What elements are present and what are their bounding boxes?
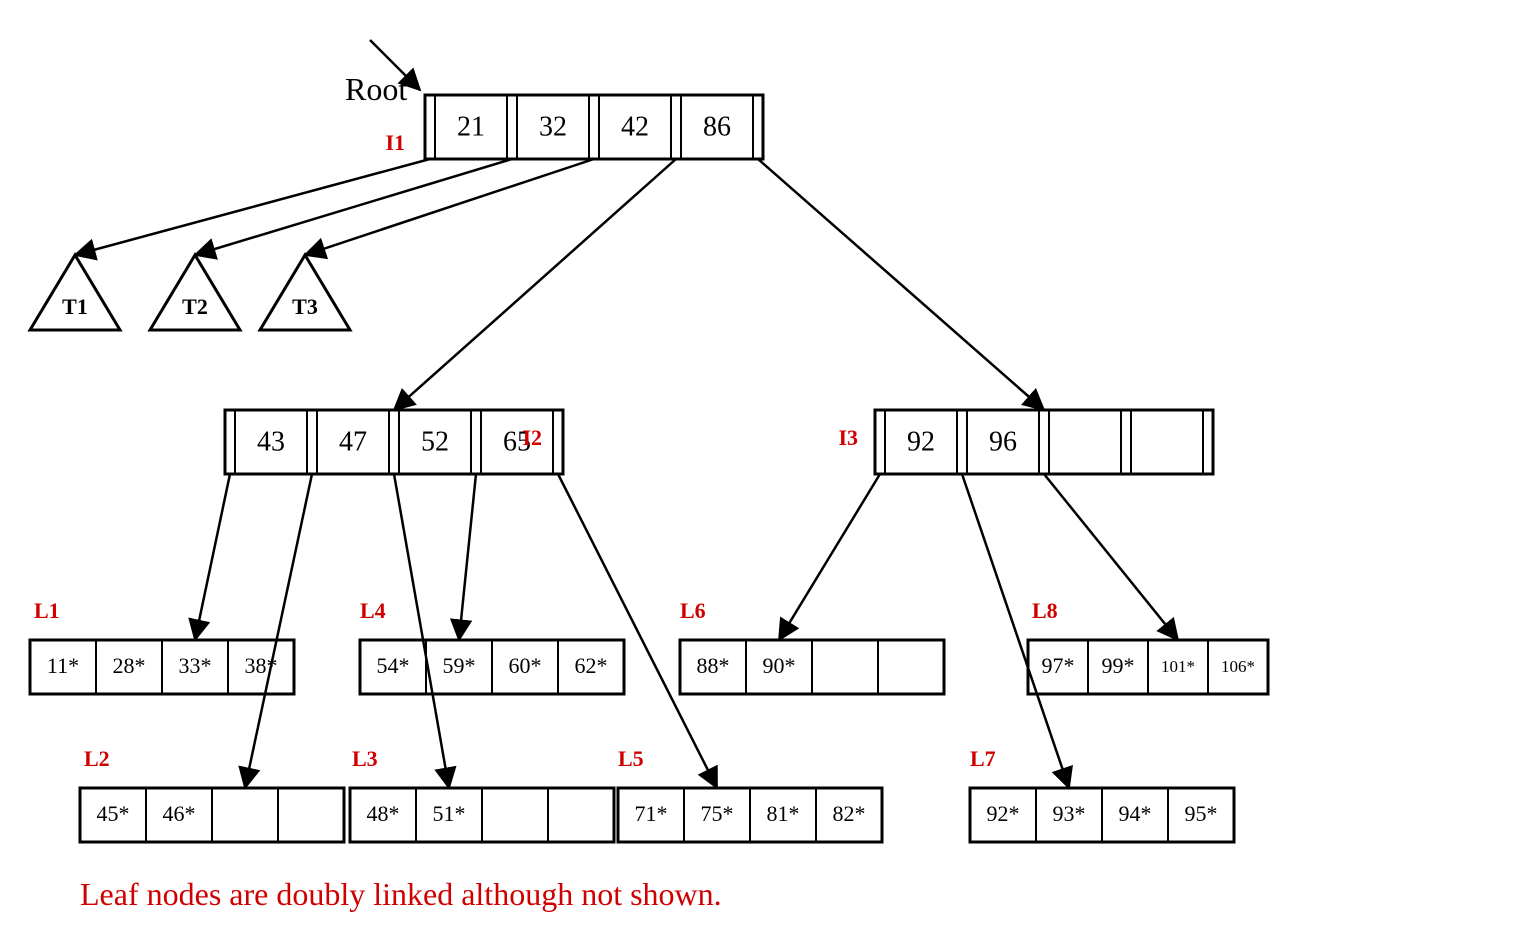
leaf-label-L2: L2 — [84, 746, 110, 771]
subtree-label-T2: T2 — [182, 294, 208, 319]
leaf-cell-L7-2: 94* — [1119, 801, 1152, 826]
leaf-cell-L6-1: 90* — [763, 653, 796, 678]
leaf-cell-L8-2: 101* — [1161, 657, 1195, 676]
leaf-cell-L8-3: 106* — [1221, 657, 1255, 676]
leaf-cell-L5-1: 75* — [701, 801, 734, 826]
leaf-cell-L2-0: 45* — [97, 801, 130, 826]
leaf-cell-L3-0: 48* — [367, 801, 400, 826]
edge-12 — [1044, 474, 1178, 640]
leaf-label-L7: L7 — [970, 746, 996, 771]
leaf-cell-L3-1: 51* — [433, 801, 466, 826]
leaf-cell-L7-0: 92* — [987, 801, 1020, 826]
edge-4 — [758, 159, 1044, 410]
leaf-label-L3: L3 — [352, 746, 378, 771]
leaf-cell-L5-2: 81* — [767, 801, 800, 826]
edge-8 — [459, 474, 476, 640]
edge-11 — [962, 474, 1069, 788]
leaf-cell-L4-1: 59* — [443, 653, 476, 678]
edge-0 — [75, 159, 430, 255]
leaf-cell-L6-0: 88* — [697, 653, 730, 678]
key-I1-1: 32 — [539, 111, 567, 142]
leaf-cell-L4-2: 60* — [509, 653, 542, 678]
edge-10 — [779, 474, 880, 640]
node-label-I3: I3 — [838, 425, 858, 450]
leaf-cell-L1-2: 33* — [179, 653, 212, 678]
leaf-label-L8: L8 — [1032, 598, 1058, 623]
key-I1-0: 21 — [457, 111, 485, 142]
key-I2-1: 47 — [339, 426, 367, 457]
leaf-cell-L4-0: 54* — [377, 653, 410, 678]
node-label-I2: I2 — [522, 425, 542, 450]
leaf-cell-L4-3: 62* — [575, 653, 608, 678]
key-I2-0: 43 — [257, 426, 285, 457]
leaf-cell-L7-3: 95* — [1185, 801, 1218, 826]
key-I3-1: 96 — [989, 426, 1017, 457]
leaf-label-L6: L6 — [680, 598, 706, 623]
edge-3 — [394, 159, 676, 410]
leaf-cell-L5-0: 71* — [635, 801, 668, 826]
leaf-cell-L8-1: 99* — [1102, 653, 1135, 678]
leaf-label-L1: L1 — [34, 598, 60, 623]
leaf-cell-L7-1: 93* — [1053, 801, 1086, 826]
key-I1-2: 42 — [621, 111, 649, 142]
leaf-label-L5: L5 — [618, 746, 644, 771]
edge-9 — [558, 474, 717, 788]
leaf-cell-L2-1: 46* — [163, 801, 196, 826]
key-I2-2: 52 — [421, 426, 449, 457]
edge-5 — [195, 474, 230, 640]
edge-1 — [195, 159, 512, 255]
btree-diagram: 21324286I143475265I29296I3T1T2T311*28*33… — [0, 0, 1539, 932]
leaf-cell-L1-1: 28* — [113, 653, 146, 678]
edge-7 — [394, 474, 449, 788]
node-label-I1: I1 — [385, 130, 405, 155]
subtree-label-T3: T3 — [292, 294, 318, 319]
edge-6 — [245, 474, 312, 788]
caption: Leaf nodes are doubly linked although no… — [80, 876, 722, 912]
subtree-label-T1: T1 — [62, 294, 88, 319]
leaf-cell-L8-0: 97* — [1042, 653, 1075, 678]
leaf-cell-L5-3: 82* — [833, 801, 866, 826]
root-label: Root — [345, 71, 407, 107]
leaf-cell-L1-0: 11* — [47, 653, 79, 678]
edge-2 — [305, 159, 594, 255]
key-I3-0: 92 — [907, 426, 935, 457]
leaf-label-L4: L4 — [360, 598, 386, 623]
key-I1-3: 86 — [703, 111, 731, 142]
